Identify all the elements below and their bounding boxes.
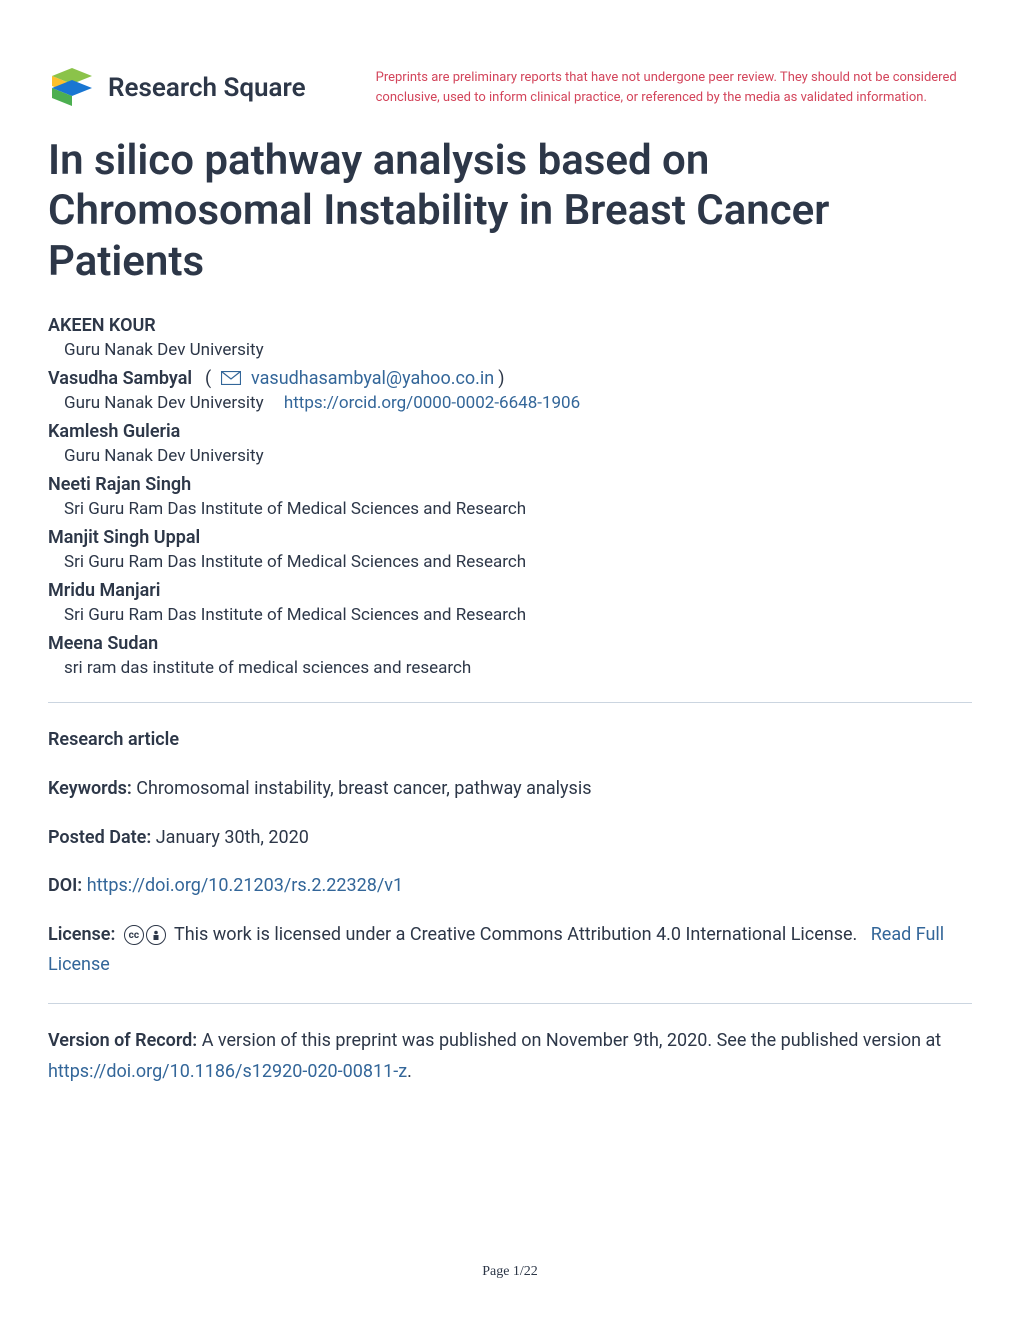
logo-section: Research Square (48, 64, 306, 112)
author-name: Vasudha Sambyal (48, 368, 192, 389)
author-affiliation: Guru Nanak Dev University (48, 446, 972, 466)
cc-by-icon (146, 925, 166, 945)
page-number: Page 1/22 (0, 1264, 1020, 1280)
authors-list: AKEEN KOUR Guru Nanak Dev University Vas… (48, 315, 972, 678)
version-text-end: . (407, 1061, 412, 1082)
author-affiliation: Guru Nanak Dev University https://orcid.… (48, 393, 972, 413)
corresponding-email-link[interactable]: vasudhasambyal@yahoo.co.in (251, 368, 494, 389)
doi-label: DOI: (48, 875, 82, 896)
author-affiliation: Sri Guru Ram Das Institute of Medical Sc… (48, 552, 972, 572)
version-doi-link[interactable]: https://doi.org/10.1186/s12920-020-00811… (48, 1061, 407, 1082)
orcid-link[interactable]: https://orcid.org/0000-0002-6648-1906 (284, 393, 580, 413)
license-text: This work is licensed under a Creative C… (174, 924, 857, 945)
license-label: License: (48, 924, 115, 945)
header: Research Square Preprints are preliminar… (48, 64, 972, 112)
author-affiliation: Sri Guru Ram Das Institute of Medical Sc… (48, 499, 972, 519)
paren-open: ( (196, 368, 211, 389)
version-text: A version of this preprint was published… (202, 1030, 942, 1051)
divider (48, 1003, 972, 1004)
author-affiliation: Guru Nanak Dev University (48, 340, 972, 360)
author-affiliation: sri ram das institute of medical science… (48, 658, 972, 678)
doi-link[interactable]: https://doi.org/10.21203/rs.2.22328/v1 (87, 875, 403, 896)
keywords-value: Chromosomal instability, breast cancer, … (136, 778, 591, 799)
author-block: Meena Sudan sri ram das institute of med… (48, 633, 972, 678)
author-block: AKEEN KOUR Guru Nanak Dev University (48, 315, 972, 360)
author-affiliation: Sri Guru Ram Das Institute of Medical Sc… (48, 605, 972, 625)
cc-license-icons: cc (124, 925, 166, 945)
article-title: In silico pathway analysis based on Chro… (48, 136, 972, 287)
author-name: Manjit Singh Uppal (48, 527, 200, 548)
posted-date-label: Posted Date: (48, 827, 151, 848)
author-block: Kamlesh Guleria Guru Nanak Dev Universit… (48, 421, 972, 466)
research-square-logo-icon (48, 64, 96, 112)
preprint-disclaimer: Preprints are preliminary reports that h… (376, 64, 972, 107)
affiliation-text: Guru Nanak Dev University (64, 393, 264, 413)
envelope-icon (221, 370, 241, 389)
author-name: Kamlesh Guleria (48, 421, 180, 442)
paren-close: ) (498, 368, 504, 389)
author-name: Meena Sudan (48, 633, 158, 654)
cc-icon: cc (124, 925, 144, 945)
divider (48, 702, 972, 703)
logo-text: Research Square (108, 73, 306, 103)
author-block: Neeti Rajan Singh Sri Guru Ram Das Insti… (48, 474, 972, 519)
article-type: Research article (48, 729, 179, 750)
author-name: AKEEN KOUR (48, 315, 156, 336)
version-section: Version of Record: A version of this pre… (48, 1026, 972, 1087)
author-block: Mridu Manjari Sri Guru Ram Das Institute… (48, 580, 972, 625)
author-block: Vasudha Sambyal ( vasudhasambyal@yahoo.c… (48, 368, 972, 413)
author-name: Mridu Manjari (48, 580, 160, 601)
author-name: Neeti Rajan Singh (48, 474, 191, 495)
meta-section: Research article Keywords: Chromosomal i… (48, 725, 972, 981)
author-block: Manjit Singh Uppal Sri Guru Ram Das Inst… (48, 527, 972, 572)
keywords-label: Keywords: (48, 778, 132, 799)
version-label: Version of Record: (48, 1030, 197, 1051)
posted-date-value: January 30th, 2020 (156, 827, 309, 848)
